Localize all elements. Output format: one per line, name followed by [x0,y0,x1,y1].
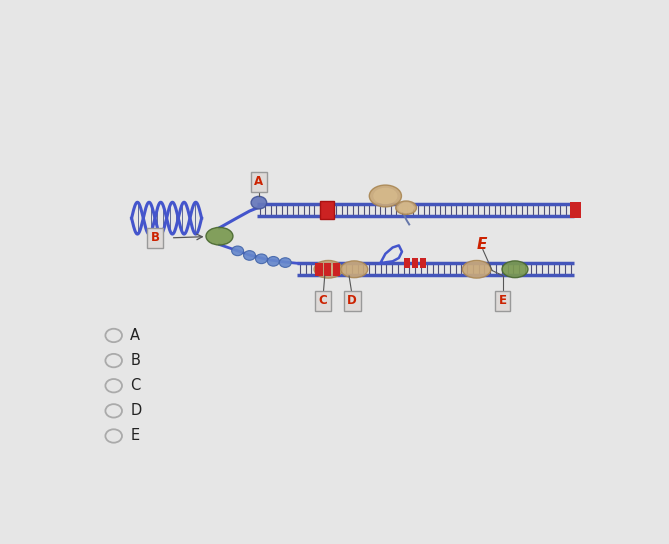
Text: A: A [130,328,140,343]
Circle shape [268,257,280,266]
Text: B: B [151,231,160,244]
Ellipse shape [462,261,491,278]
Ellipse shape [374,188,397,203]
Circle shape [231,246,244,256]
Ellipse shape [502,261,528,277]
Text: A: A [254,175,264,188]
Circle shape [251,196,267,209]
Text: C: C [130,378,140,393]
Ellipse shape [314,261,343,278]
Ellipse shape [396,201,417,214]
FancyBboxPatch shape [324,263,331,276]
Ellipse shape [369,185,401,207]
Circle shape [256,254,268,264]
FancyBboxPatch shape [404,257,410,268]
FancyBboxPatch shape [333,263,341,276]
Text: B: B [130,353,140,368]
Circle shape [244,251,256,260]
Ellipse shape [399,203,413,212]
Text: E: E [130,429,139,443]
FancyBboxPatch shape [320,201,334,219]
Text: C: C [319,294,328,307]
Text: E: E [476,237,487,252]
FancyBboxPatch shape [412,257,418,268]
Ellipse shape [206,227,233,245]
FancyBboxPatch shape [315,263,322,276]
Text: D: D [347,294,357,307]
FancyBboxPatch shape [570,202,581,218]
Text: D: D [130,403,142,418]
Circle shape [280,258,291,268]
Text: E: E [498,294,506,307]
Ellipse shape [341,261,368,277]
FancyBboxPatch shape [419,257,426,268]
